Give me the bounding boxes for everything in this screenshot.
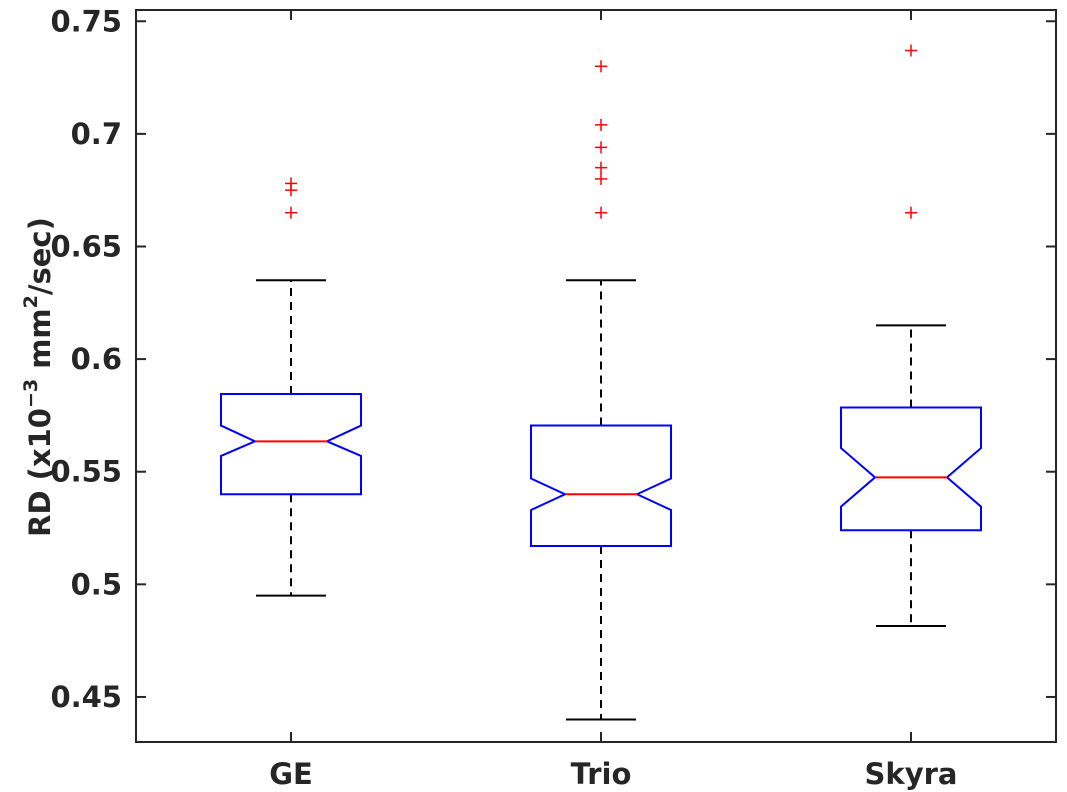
outlier-marker bbox=[905, 44, 917, 57]
notched-box bbox=[840, 406, 982, 532]
y-axis-label-prefix: RD (x10 bbox=[23, 408, 57, 537]
plot-area bbox=[220, 44, 982, 721]
notched-box bbox=[530, 424, 672, 548]
y-tick-label: 0.55 bbox=[50, 455, 122, 489]
outlier-marker bbox=[905, 206, 917, 219]
x-tick-label: Trio bbox=[571, 757, 632, 791]
outlier-marker bbox=[595, 206, 607, 219]
y-axis-label-exponent2: 2 bbox=[20, 295, 42, 308]
box-group-skyra bbox=[840, 44, 982, 628]
y-tick-label: 0.75 bbox=[50, 4, 122, 38]
box-group-trio bbox=[530, 60, 672, 721]
notched-box bbox=[220, 393, 362, 496]
y-tick-label: 0.65 bbox=[50, 229, 122, 263]
axes: GE Trio Skyra 0.45 0.5 0.55 0.6 0.65 0.7 0.75 bbox=[50, 4, 1057, 791]
axes-frame bbox=[135, 9, 1057, 743]
outlier-marker bbox=[595, 172, 607, 185]
outlier-marker bbox=[285, 206, 297, 219]
outlier-marker bbox=[285, 177, 297, 190]
y-axis-label: RD (x10−3 mm2/sec) bbox=[20, 217, 57, 537]
y-tick-label: 0.6 bbox=[71, 342, 122, 376]
outlier-marker bbox=[595, 161, 607, 174]
x-tick-label: GE bbox=[269, 757, 313, 791]
y-tick-label: 0.7 bbox=[71, 117, 122, 151]
x-tick-label: Skyra bbox=[865, 757, 958, 791]
y-tick-label: 0.45 bbox=[50, 680, 122, 714]
outlier-marker bbox=[595, 118, 607, 131]
outlier-marker bbox=[595, 60, 607, 73]
y-axis-label-suffix: /sec) bbox=[23, 217, 57, 295]
y-axis-label-exponent1: −3 bbox=[20, 379, 42, 408]
outlier-marker bbox=[595, 141, 607, 154]
y-tick-label: 0.5 bbox=[71, 567, 122, 601]
box-group-ge bbox=[220, 177, 362, 597]
y-axis-label-middle: mm bbox=[23, 308, 57, 379]
